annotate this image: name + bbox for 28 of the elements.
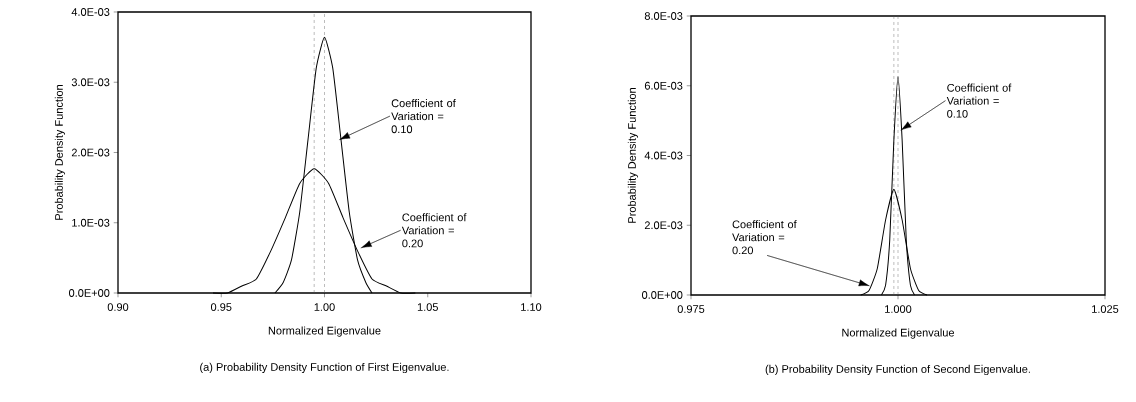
text: (b) Probability Density Function of Second Eigenvalue. [765, 364, 1030, 376]
y-axis-title: Probability Density Function [627, 88, 639, 223]
y-tick-label: 4.0E-03 [644, 151, 683, 160]
text: (a) Probability Density Function of First Eigenvalue. [200, 362, 449, 374]
annotation: Coefficient of Variation = 0.10 [946, 83, 1012, 118]
x-tick-label: 0.975 [677, 305, 705, 313]
y-tick-label: 6.0E-03 [644, 81, 683, 90]
x-tick-label: 1.00 [314, 303, 335, 311]
y-tick-label: 0.0E+00 [642, 291, 683, 299]
x-tick-label: 1.10 [521, 303, 542, 311]
y-tick-label: 0.0E+00 [69, 289, 110, 297]
annotation: Coefficient of Variation = 0.10 [391, 99, 456, 134]
x-axis-title: Normalized Eigenvalue [268, 326, 381, 337]
y-tick-label: 2.0E-03 [644, 221, 683, 230]
x-axis-title: Normalized Eigenvalue [842, 328, 955, 339]
y-tick-label: 8.0E-03 [644, 12, 683, 20]
annotation: Coefficient of Variation = 0.20 [401, 213, 467, 248]
x-tick-label: 1.025 [1092, 305, 1119, 313]
y-tick-label: 3.0E-03 [71, 78, 110, 87]
y-tick-label: 4.0E-03 [71, 8, 110, 16]
y-axis-title: Probability Density Function [54, 85, 66, 220]
x-tick-label: 1.05 [417, 303, 438, 311]
y-tick-label: 2.0E-03 [71, 148, 110, 157]
y-tick-label: 1.0E-03 [72, 218, 110, 227]
x-tick-label: 1.000 [885, 305, 912, 313]
annotation: Coefficient of Variation = 0.20 [732, 220, 797, 255]
x-tick-label: 0.90 [107, 303, 129, 311]
x-tick-label: 0.95 [210, 303, 232, 311]
